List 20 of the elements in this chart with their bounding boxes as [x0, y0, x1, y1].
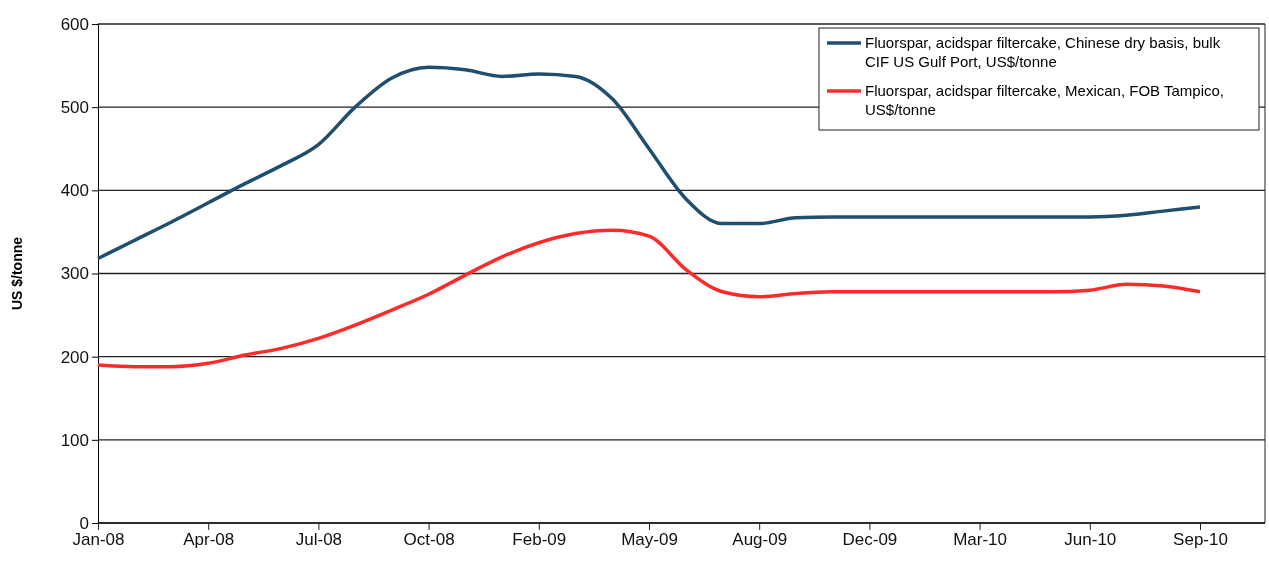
x-tick-label: Mar-10	[953, 529, 1008, 549]
x-tick-label: Dec-09	[842, 529, 898, 549]
x-tick-label: Aug-09	[732, 529, 788, 549]
line-series	[96, 228, 1202, 369]
x-tick-label: Apr-08	[183, 529, 235, 549]
y-tick-label: 400	[60, 181, 89, 201]
x-tick-label: Sep-10	[1173, 529, 1228, 549]
y-tick-label: 600	[60, 14, 89, 34]
x-tick-label: May-09	[621, 529, 678, 549]
legend-label: Fluorspar, acidspar filtercake, Chinese dry basis, bulk CIF US Gulf Port, US$/tonne	[865, 34, 1221, 70]
y-tick-label: 300	[60, 264, 89, 284]
y-tick-label: 100	[60, 430, 89, 450]
y-tick-label: 200	[60, 347, 89, 367]
x-tick-label: Feb-09	[512, 529, 567, 549]
x-tick-label: Jun-10	[1064, 529, 1117, 549]
x-tick-label: Oct-08	[403, 529, 455, 549]
y-tick-label: 500	[60, 98, 89, 118]
y-axis-title: US $/tonne	[9, 236, 25, 311]
legend-label: Fluorspar, acidspar filtercake, Mexican, FOB Tampico, US$/tonne	[865, 82, 1225, 118]
x-tick-label: Jul-08	[295, 529, 343, 549]
